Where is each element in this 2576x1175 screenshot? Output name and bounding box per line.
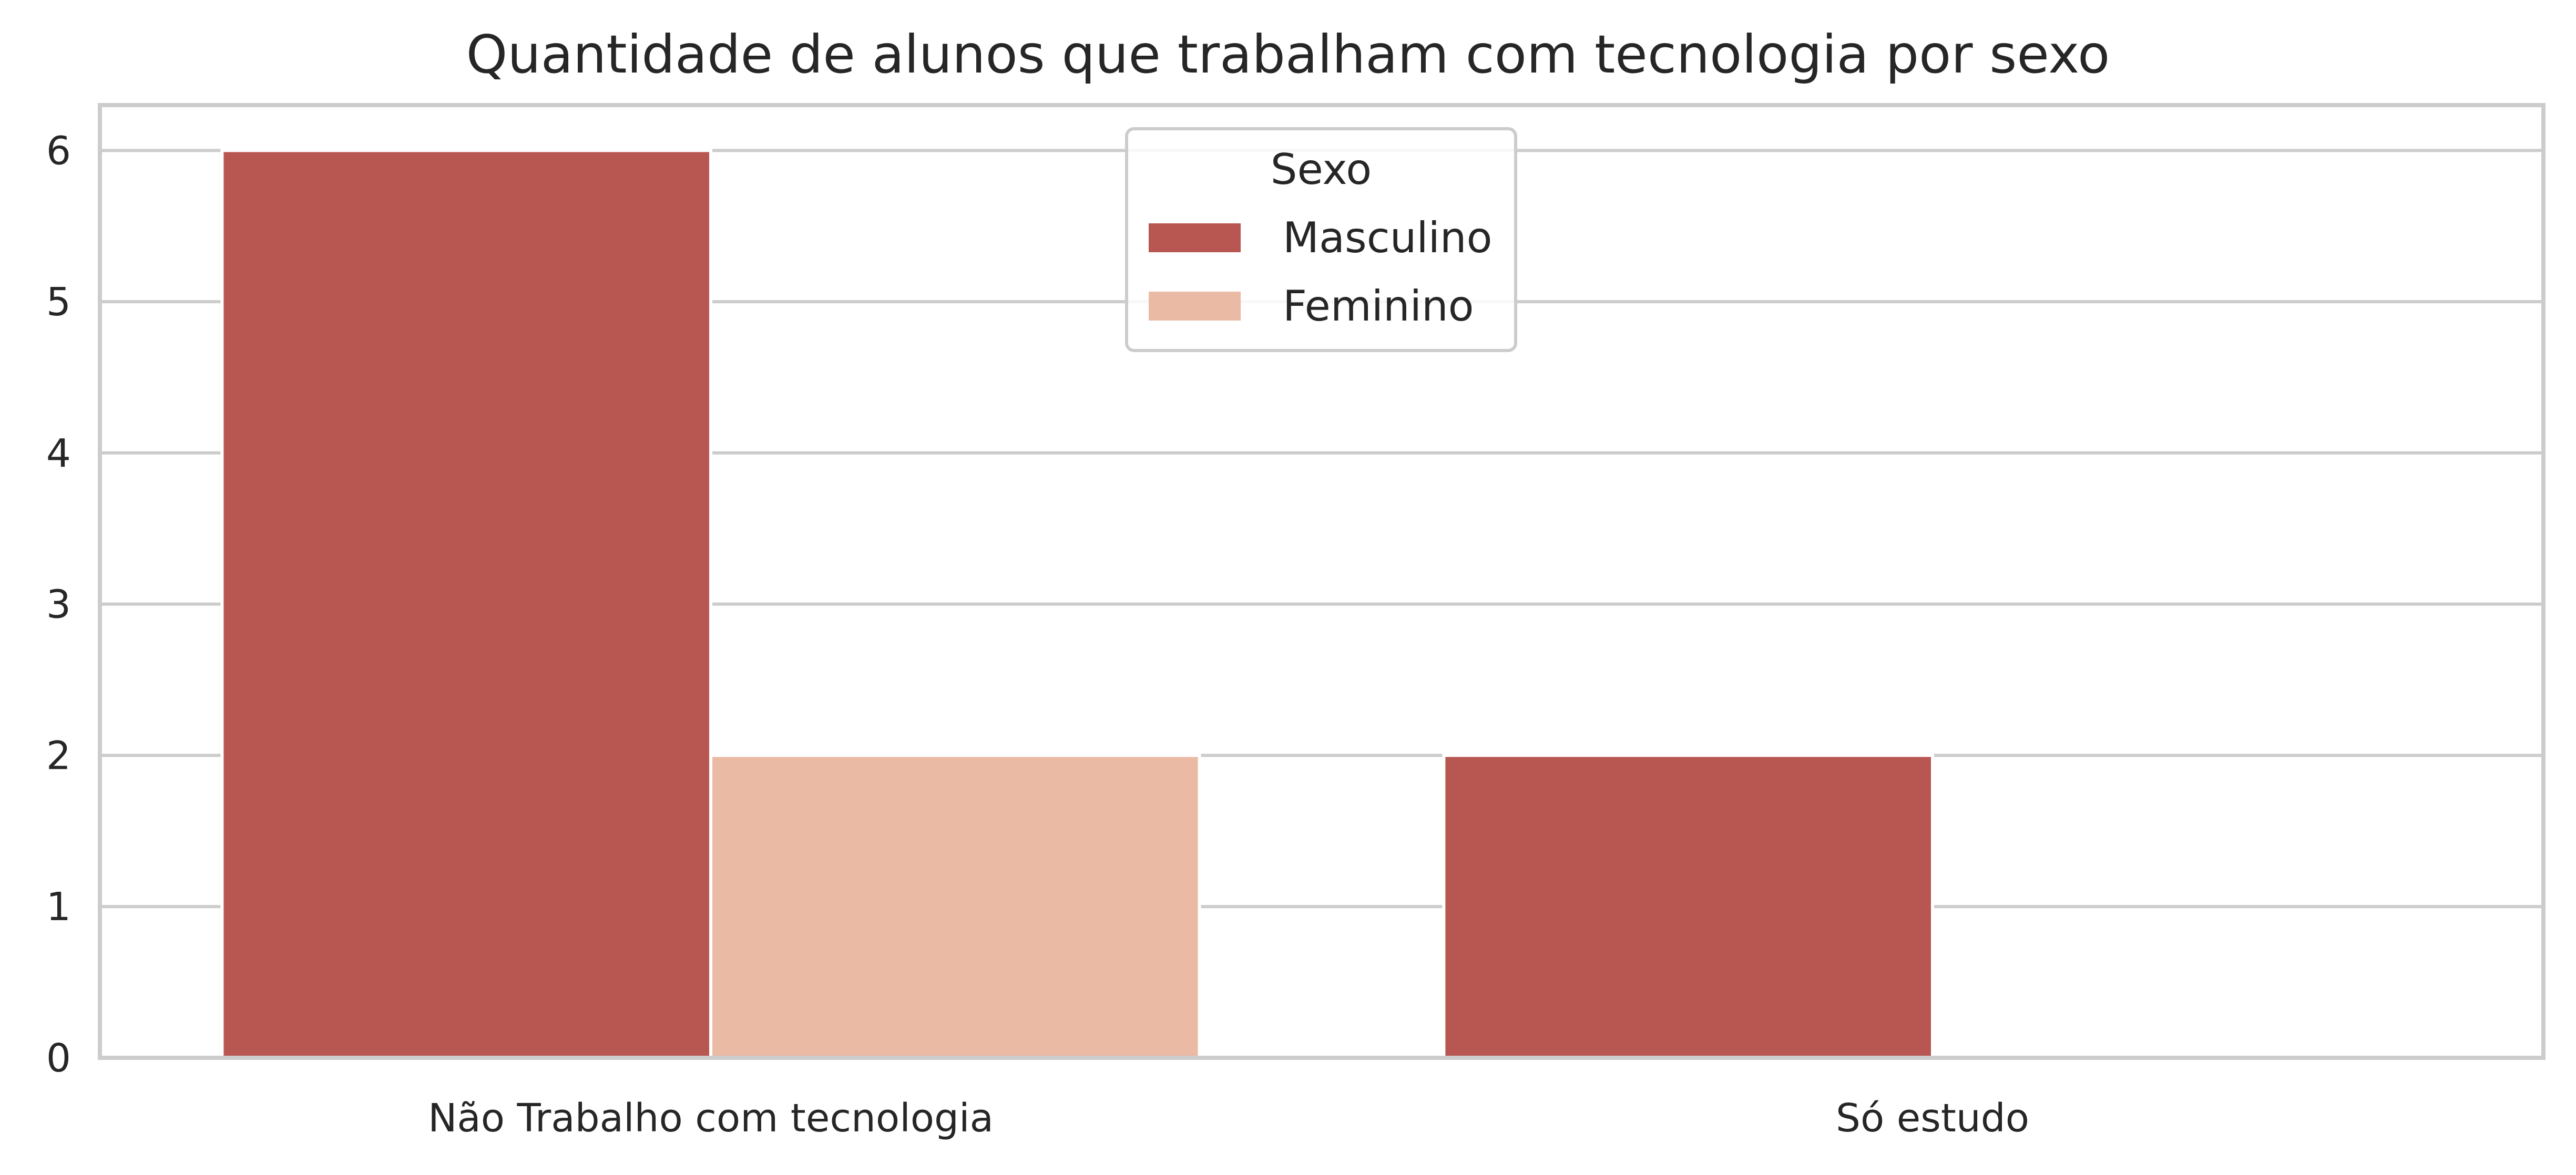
legend-title: Sexo: [1271, 145, 1372, 194]
y-tick-label: 6: [46, 128, 71, 173]
y-tick-label: 0: [46, 1036, 71, 1081]
legend-swatch: [1149, 223, 1241, 252]
y-axis-ticks: 0 1 2 3 4 5 6: [46, 128, 71, 1081]
chart-title: Quantidade de alunos que trabalham com t…: [466, 24, 2110, 85]
bars: [220, 149, 1934, 1059]
legend-swatch: [1149, 292, 1241, 321]
legend: Sexo Masculino Feminino: [1125, 127, 1517, 352]
y-tick-label: 1: [46, 884, 71, 930]
x-tick-label: Não Trabalho com tecnologia: [428, 1096, 994, 1141]
bar: [220, 149, 712, 1059]
x-axis-ticks: Não Trabalho com tecnologia Só estudo: [428, 1096, 2029, 1141]
bar: [1442, 754, 1934, 1059]
y-tick-label: 3: [46, 582, 71, 627]
y-tick-label: 2: [46, 733, 71, 778]
legend-items: Masculino Feminino: [1149, 213, 1493, 331]
y-tick-label: 4: [46, 431, 71, 476]
legend-label: Feminino: [1283, 282, 1474, 331]
y-tick-label: 5: [46, 280, 71, 325]
bar: [709, 754, 1201, 1059]
plot-frame: [98, 103, 2546, 1060]
legend-label: Masculino: [1283, 213, 1493, 262]
x-tick-label: Só estudo: [1836, 1096, 2029, 1141]
